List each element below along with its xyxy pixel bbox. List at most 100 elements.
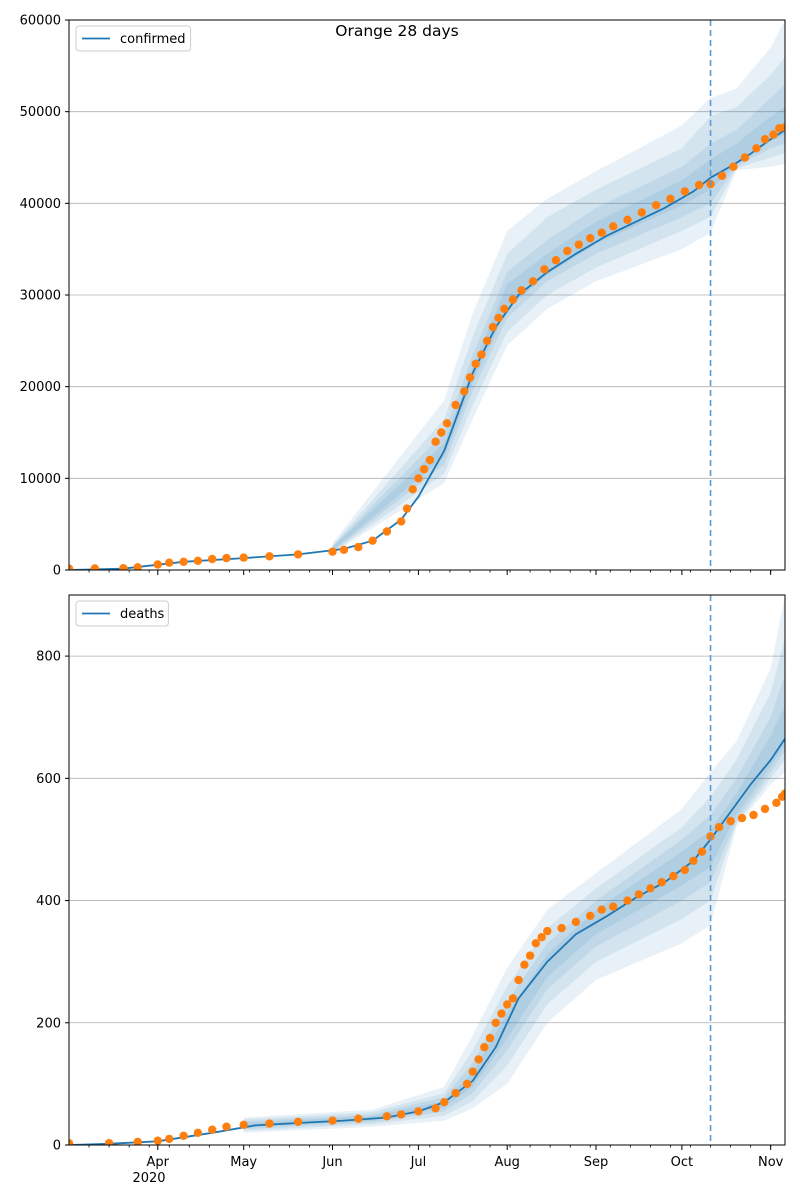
observed-point bbox=[471, 359, 480, 368]
observed-point bbox=[477, 350, 486, 359]
observed-point bbox=[328, 547, 337, 556]
observed-point bbox=[69, 564, 74, 570]
uncertainty-band bbox=[243, 674, 785, 1130]
observed-point bbox=[451, 1088, 460, 1098]
observed-point bbox=[239, 553, 248, 562]
observed-point bbox=[531, 939, 540, 948]
observed-point bbox=[69, 1139, 74, 1145]
x-tick-label: May bbox=[230, 1155, 257, 1170]
observed-point bbox=[465, 373, 475, 382]
observed-point bbox=[714, 823, 724, 832]
observed-point bbox=[517, 286, 526, 295]
x-tick-label: Apr bbox=[147, 1155, 170, 1170]
observed-point bbox=[623, 215, 632, 224]
observed-point bbox=[769, 130, 778, 139]
observed-point bbox=[179, 1131, 188, 1141]
observed-point bbox=[528, 277, 538, 286]
observed-point bbox=[597, 228, 606, 237]
observed-point bbox=[760, 135, 770, 144]
observed-point bbox=[563, 246, 572, 256]
observed-point bbox=[397, 517, 406, 526]
y-tick-label: 30000 bbox=[20, 289, 61, 304]
observed-point bbox=[431, 437, 440, 446]
observed-point bbox=[494, 313, 503, 323]
legend: deaths bbox=[75, 600, 169, 627]
observed-point bbox=[609, 222, 618, 231]
observed-point bbox=[460, 387, 469, 396]
observed-point bbox=[425, 455, 435, 465]
observed-point bbox=[540, 265, 549, 274]
plot-area bbox=[69, 595, 785, 1145]
observed-point bbox=[408, 485, 417, 494]
observed-point bbox=[265, 1119, 274, 1128]
x-tick-label: Jul bbox=[410, 1155, 427, 1170]
uncertainty-band bbox=[243, 637, 785, 1131]
y-tick-label: 600 bbox=[36, 772, 61, 787]
observed-point bbox=[485, 1033, 495, 1043]
observed-point bbox=[119, 564, 128, 570]
observed-point bbox=[153, 560, 162, 569]
observed-point bbox=[474, 1055, 483, 1064]
observed-point bbox=[451, 400, 460, 410]
observed-point bbox=[328, 1116, 337, 1125]
observed-point bbox=[551, 256, 561, 265]
observed-point bbox=[437, 428, 446, 437]
observed-point bbox=[694, 180, 704, 190]
observed-point bbox=[354, 1114, 363, 1123]
observed-point bbox=[339, 545, 349, 554]
observed-point bbox=[772, 798, 781, 807]
observed-point bbox=[414, 474, 423, 483]
observed-point bbox=[657, 878, 666, 887]
observed-point bbox=[414, 1107, 423, 1116]
x-tick-label: Nov bbox=[758, 1155, 784, 1170]
legend-label: deaths bbox=[120, 607, 165, 622]
observed-point bbox=[586, 234, 595, 243]
observed-point bbox=[634, 890, 644, 899]
x-tick-label: Jun bbox=[321, 1155, 342, 1170]
observed-point bbox=[293, 1117, 303, 1127]
axes-frame bbox=[68, 594, 786, 1146]
y-tick-label: 0 bbox=[53, 564, 61, 579]
observed-point bbox=[239, 1120, 248, 1130]
observed-point bbox=[402, 504, 412, 513]
observed-point bbox=[760, 804, 770, 814]
uncertainty-band bbox=[332, 107, 785, 551]
observed-point bbox=[431, 1104, 440, 1113]
observed-point bbox=[780, 789, 785, 798]
y-tick-label: 0 bbox=[53, 1139, 61, 1154]
observed-point bbox=[382, 527, 392, 536]
observed-point bbox=[780, 123, 785, 132]
observed-point bbox=[508, 994, 518, 1003]
observed-point bbox=[265, 552, 274, 561]
observed-point bbox=[104, 1139, 114, 1145]
observed-point bbox=[133, 1137, 142, 1145]
observed-point bbox=[293, 550, 303, 559]
observed-point bbox=[651, 201, 661, 210]
observed-point bbox=[90, 564, 99, 570]
observed-point bbox=[508, 295, 518, 304]
plot-area bbox=[69, 20, 785, 570]
observed-point bbox=[729, 162, 738, 171]
observed-point bbox=[482, 336, 492, 345]
observed-point bbox=[637, 208, 646, 217]
y-tick-label: 200 bbox=[36, 1016, 61, 1031]
observed-point bbox=[666, 194, 675, 203]
observed-point bbox=[571, 917, 581, 927]
legend-box bbox=[75, 600, 169, 627]
observed-point bbox=[697, 847, 707, 856]
legend-box bbox=[75, 25, 192, 52]
observed-point bbox=[222, 1122, 231, 1131]
observed-point bbox=[354, 542, 363, 552]
observed-point bbox=[480, 1043, 489, 1052]
observed-point bbox=[597, 905, 606, 914]
observed-point bbox=[752, 144, 761, 153]
observed-point bbox=[193, 1128, 203, 1138]
x-tick-label: Sep bbox=[584, 1155, 609, 1170]
observed-point bbox=[208, 554, 217, 564]
y-tick-label: 800 bbox=[36, 650, 61, 665]
observed-point bbox=[586, 911, 595, 920]
observed-point bbox=[740, 153, 750, 162]
observed-point bbox=[680, 865, 689, 875]
observed-point bbox=[689, 856, 698, 865]
observed-point bbox=[442, 419, 452, 428]
